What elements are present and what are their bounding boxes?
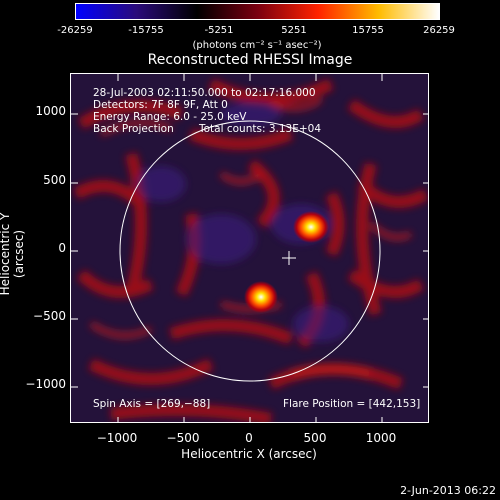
y-tick-label: 500 [43, 173, 66, 187]
colorbar-unit-label: (photons cm⁻² s⁻¹ asec⁻²) [192, 40, 322, 51]
info-spin-axis: Spin Axis = [269,−88] [93, 398, 211, 410]
colorbar-tick: 26259 [423, 25, 455, 36]
info-time-range: 28-Jul-2003 02:11:50.000 to 02:17:16.000 [93, 87, 316, 99]
y-tick-label: −1000 [25, 377, 66, 391]
x-tick-label: −1000 [96, 431, 138, 445]
colorbar-tick: -5251 [204, 25, 234, 36]
colorbar-tick: -26259 [57, 25, 93, 36]
x-tick-label: 0 [245, 431, 253, 445]
fringe-pattern [73, 78, 428, 422]
colorbar [75, 3, 440, 20]
x-tick-label: 1000 [365, 431, 397, 445]
image-canvas [71, 74, 428, 422]
colorbar-tick: 15755 [352, 25, 384, 36]
axis-ticks [71, 74, 428, 422]
x-axis-label: Heliocentric X (arcsec) [181, 447, 317, 461]
rhessi-image: 28-Jul-2003 02:11:50.000 to 02:17:16.000… [70, 73, 429, 423]
colorbar-tick: 5251 [281, 25, 307, 36]
sun-center-marker [282, 251, 296, 265]
x-tick-label: −500 [166, 431, 200, 445]
render-date: 2-Jun-2013 06:22 [400, 484, 496, 497]
info-detectors: Detectors: 7F 8F 9F, Att 0 [93, 99, 228, 111]
x-tick-label: 500 [303, 431, 327, 445]
hard-xray-source [293, 211, 329, 243]
plot-title: Reconstructed RHESSI Image [147, 52, 353, 68]
y-tick-label: 1000 [35, 104, 66, 118]
hard-xray-source [244, 281, 278, 313]
info-energy-range: Energy Range: 6.0 - 25.0 keV [93, 111, 247, 123]
y-tick-label: −500 [33, 309, 66, 323]
info-method: Back Projection [93, 123, 174, 135]
colorbar-tick: -15755 [128, 25, 164, 36]
info-total-counts: Total counts: 3.13E+04 [199, 123, 322, 135]
y-tick-label: 0 [58, 241, 66, 255]
solar-limb-circle [119, 120, 381, 382]
y-axis-label: Heliocentric Y (arcsec) [0, 213, 26, 296]
info-flare-position: Flare Position = [442,153] [283, 398, 421, 410]
